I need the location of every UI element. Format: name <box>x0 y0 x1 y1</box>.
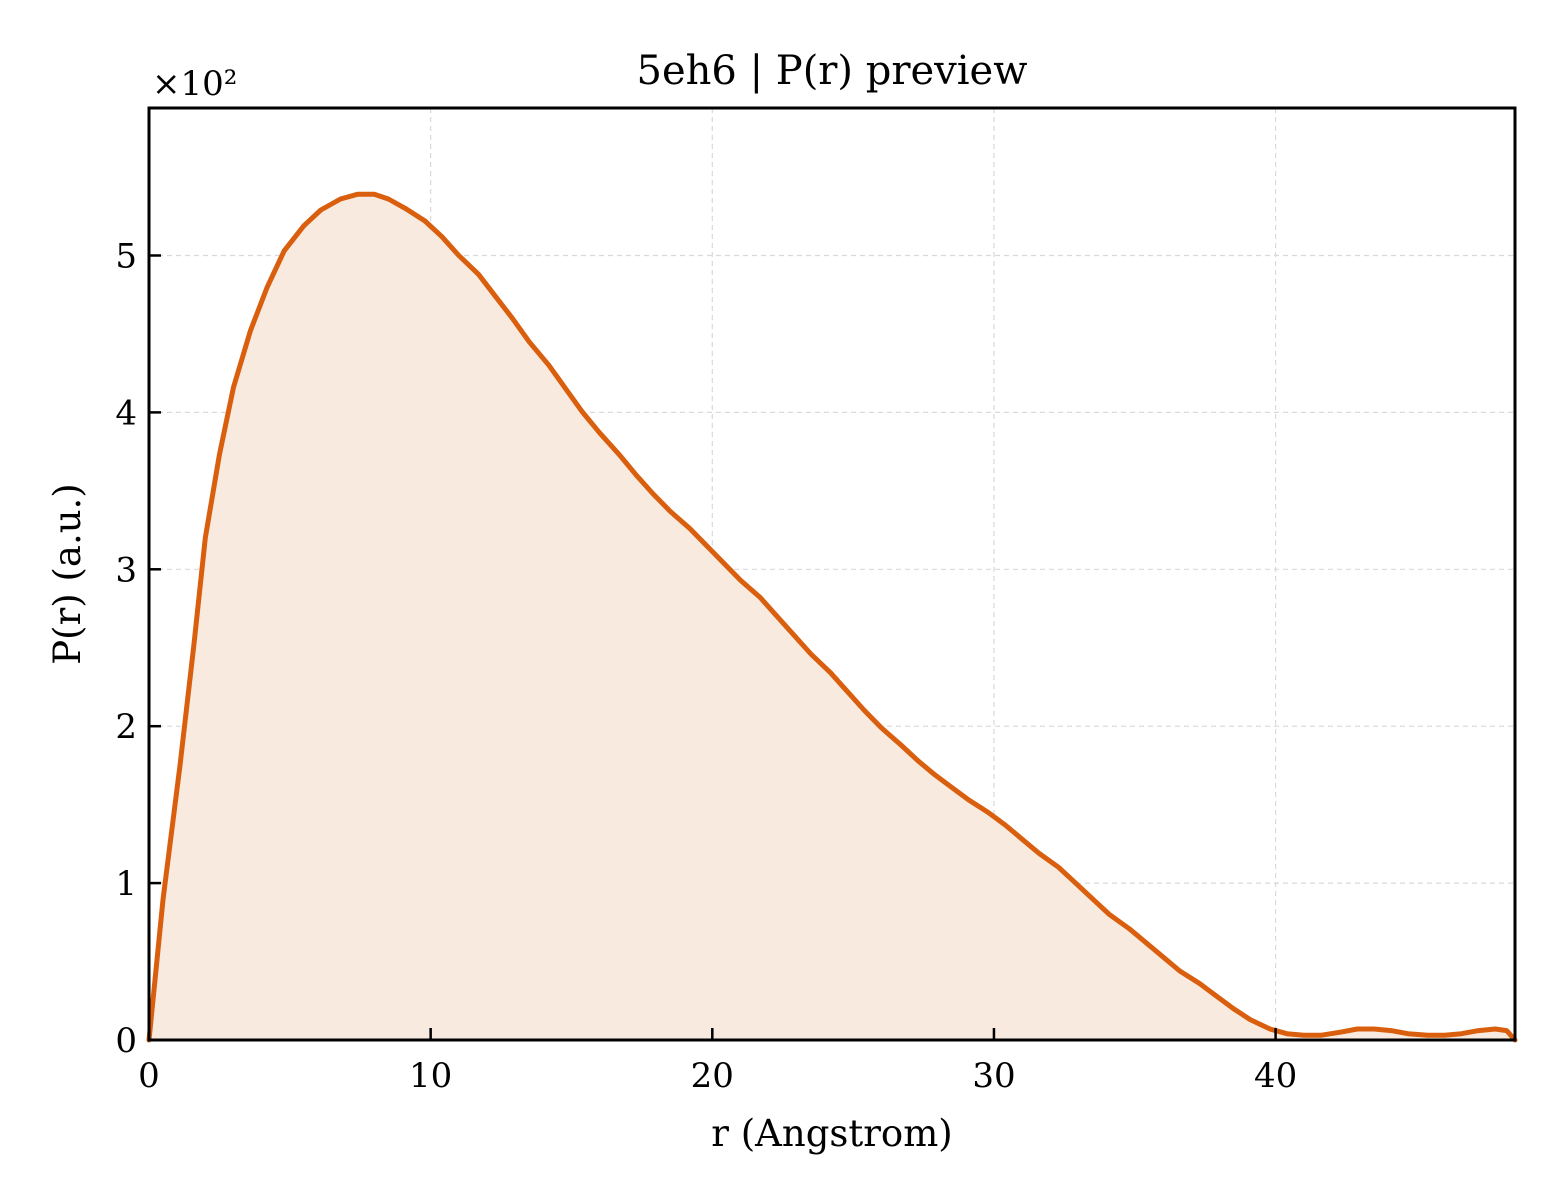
y-tick-label: 2 <box>115 707 137 747</box>
data-point <box>1107 913 1111 917</box>
x-axis-label: r (Angstrom) <box>711 1112 952 1155</box>
data-point <box>1372 1027 1376 1031</box>
data-point <box>217 453 221 457</box>
data-point <box>203 536 207 540</box>
data-point <box>493 294 497 298</box>
data-point <box>1460 1032 1464 1036</box>
axis-ticks: 0 10 20 30 40 0 1 2 3 4 5 <box>115 236 1297 1096</box>
data-point <box>1198 982 1202 986</box>
data-point <box>1161 955 1165 959</box>
data-point <box>319 208 323 212</box>
data-point <box>339 197 343 201</box>
data-point <box>809 652 813 656</box>
data-point <box>178 763 182 767</box>
data-point <box>1426 1033 1430 1037</box>
x-tick-label: 20 <box>691 1056 734 1096</box>
data-point <box>1285 1032 1289 1036</box>
data-point <box>792 633 796 637</box>
data-point <box>651 492 655 496</box>
data-point <box>1406 1032 1410 1036</box>
data-point <box>950 785 954 789</box>
data-point <box>1389 1029 1393 1033</box>
data-point <box>232 385 236 389</box>
data-point <box>581 410 585 414</box>
data-point <box>986 811 990 815</box>
chart-title: 5eh6 | P(r) preview <box>637 48 1028 94</box>
x-tick-label: 30 <box>972 1056 1015 1096</box>
data-point <box>758 596 762 600</box>
data-point <box>846 690 850 694</box>
data-point <box>739 578 743 582</box>
x-tick-label: 40 <box>1254 1056 1297 1096</box>
y-tick-label: 5 <box>115 236 137 276</box>
pr-series-line <box>146 191 1518 1043</box>
data-point <box>477 272 481 276</box>
data-point <box>1215 994 1219 998</box>
data-point <box>775 614 779 618</box>
data-point <box>510 316 514 320</box>
data-point <box>282 249 286 253</box>
data-point <box>916 759 920 763</box>
y-multiplier-label: ×10² <box>152 64 237 104</box>
data-point <box>1443 1033 1447 1037</box>
data-point <box>1003 823 1007 827</box>
x-tick-label: 0 <box>138 1056 160 1096</box>
data-point <box>265 285 269 289</box>
data-point <box>1476 1029 1480 1033</box>
data-point <box>668 509 672 513</box>
plot-frame <box>147 106 1517 1042</box>
data-point <box>967 798 971 802</box>
data-point <box>1505 1029 1509 1033</box>
y-tick-label: 1 <box>115 864 137 904</box>
data-point <box>161 897 165 901</box>
x-tick-label: 10 <box>409 1056 452 1096</box>
pr-area-fill <box>149 194 1515 1041</box>
data-point <box>1231 1007 1235 1011</box>
data-point <box>598 431 602 435</box>
data-point <box>722 561 726 565</box>
data-point <box>933 773 937 777</box>
data-point <box>1057 865 1061 869</box>
data-point <box>1248 1018 1252 1022</box>
data-point <box>248 329 252 333</box>
y-tick-label: 4 <box>115 393 137 433</box>
data-point <box>705 544 709 548</box>
data-point <box>829 671 833 675</box>
data-point <box>879 726 883 730</box>
data-point <box>1091 897 1095 901</box>
data-point <box>527 340 531 344</box>
data-point <box>1355 1027 1359 1031</box>
data-point <box>1178 969 1182 973</box>
data-point <box>386 197 390 201</box>
data-point <box>1302 1033 1306 1037</box>
data-point <box>1268 1027 1272 1031</box>
data-point <box>617 453 621 457</box>
data-point <box>457 254 461 258</box>
data-point <box>1037 851 1041 855</box>
data-point <box>547 363 551 367</box>
data-point <box>1144 941 1148 945</box>
data-point <box>1020 837 1024 841</box>
data-point <box>423 219 427 223</box>
y-tick-label: 3 <box>115 550 137 590</box>
data-point <box>440 235 444 239</box>
data-point <box>192 641 196 645</box>
data-point <box>355 192 359 196</box>
data-point <box>1493 1027 1497 1031</box>
data-point <box>1127 927 1131 931</box>
data-point <box>688 527 692 531</box>
data-point <box>1338 1030 1342 1034</box>
data-point <box>372 192 376 196</box>
data-point <box>403 206 407 210</box>
data-point <box>1319 1033 1323 1037</box>
y-tick-label: 0 <box>115 1021 137 1061</box>
data-point <box>634 473 638 477</box>
data-point <box>302 224 306 228</box>
y-axis-label: P(r) (a.u.) <box>46 483 89 665</box>
data-point <box>862 709 866 713</box>
data-point <box>1074 881 1078 885</box>
data-point <box>564 387 568 391</box>
data-point <box>899 743 903 747</box>
